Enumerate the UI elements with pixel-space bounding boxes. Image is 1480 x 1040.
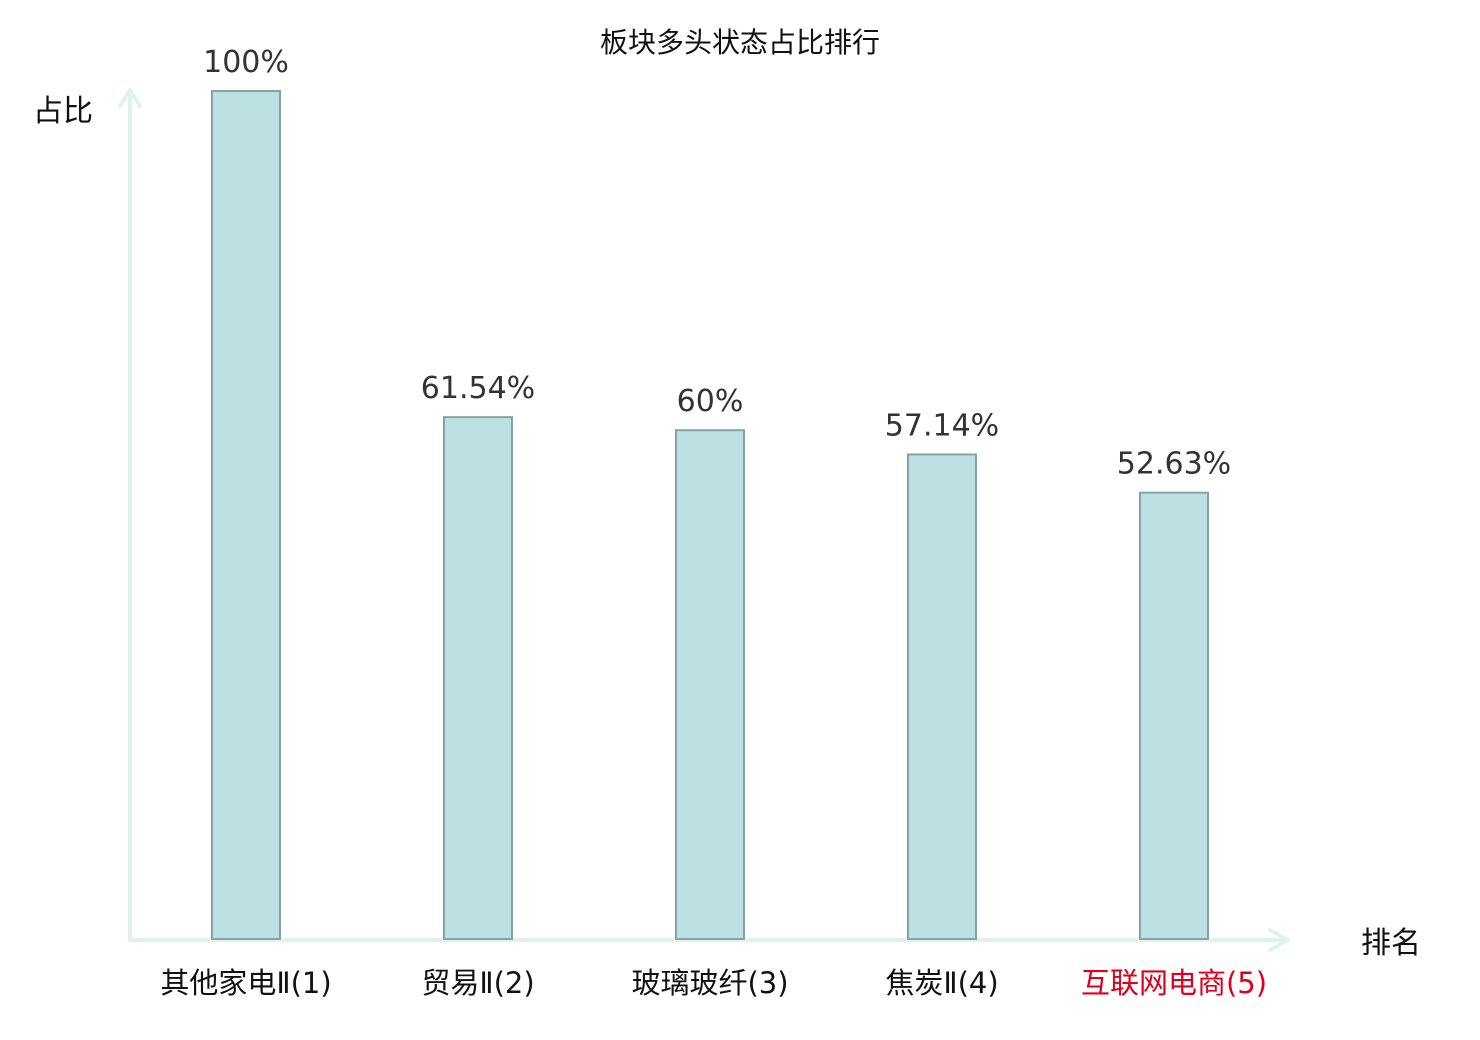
chart-title: 板块多头状态占比排行 — [600, 26, 880, 59]
value-label-3: 60% — [677, 384, 744, 419]
bars — [211, 90, 1209, 940]
value-labels: 100% 61.54% 60% 57.14% 52.63% — [203, 45, 1231, 482]
x-axis-arrow — [1268, 928, 1290, 952]
category-name-1: 其他家电 — [160, 966, 276, 1000]
y-axis-title: 占比 — [33, 94, 93, 129]
bar-2 — [443, 416, 513, 940]
category-rank-4: (4) — [958, 966, 999, 1000]
category-name-5: 互联网电 — [1081, 966, 1197, 1000]
category-label-5: 互联网电商(5) — [1081, 966, 1267, 1000]
category-rank-2: (2) — [494, 966, 535, 1000]
category-rank-1: Ⅱ(1) — [276, 966, 331, 1000]
value-label-5: 52.63% — [1117, 447, 1231, 482]
x-axis-title: 排名 — [1361, 926, 1421, 961]
category-rank-5: 商(5) — [1197, 966, 1267, 1000]
category-name-2: 贸易Ⅱ — [421, 966, 493, 1000]
bar-4 — [907, 453, 977, 940]
axes — [118, 88, 1290, 952]
y-axis-arrow — [118, 88, 142, 108]
bar-3 — [675, 429, 745, 940]
category-rank-3: (3) — [747, 966, 788, 1000]
bar-1 — [211, 90, 281, 940]
bar-5 — [1139, 491, 1209, 940]
category-label-2: 贸易Ⅱ(2) — [421, 966, 534, 1000]
value-label-2: 61.54% — [421, 371, 535, 406]
category-label-3: 玻璃玻纤(3) — [631, 966, 788, 1000]
category-label-4: 焦炭Ⅱ(4) — [885, 966, 998, 1000]
category-label-1: 其他家电Ⅱ(1) — [160, 966, 331, 1000]
category-labels: 其他家电Ⅱ(1) 贸易Ⅱ(2) 玻璃玻纤(3) 焦炭Ⅱ(4) 互联网电商(5) — [160, 966, 1267, 1000]
category-name-3: 玻璃玻纤 — [631, 966, 747, 1000]
category-name-4: 焦炭Ⅱ — [885, 966, 957, 1000]
value-label-4: 57.14% — [885, 408, 999, 443]
value-label-1: 100% — [203, 45, 289, 80]
